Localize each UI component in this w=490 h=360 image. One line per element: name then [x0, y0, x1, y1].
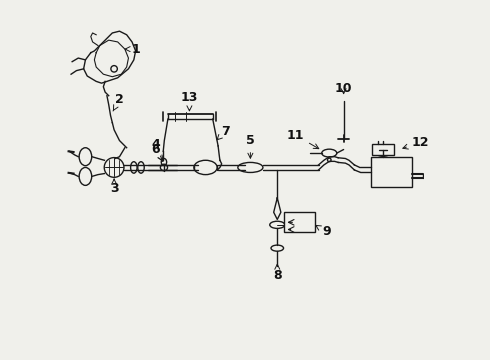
Bar: [285, 212, 315, 232]
Text: 4: 4: [151, 138, 163, 161]
Text: 5: 5: [246, 134, 255, 158]
Text: 3: 3: [110, 179, 119, 195]
Text: 10: 10: [335, 82, 352, 95]
Ellipse shape: [79, 148, 92, 166]
Ellipse shape: [376, 150, 390, 156]
Ellipse shape: [138, 162, 144, 173]
Ellipse shape: [160, 164, 168, 171]
Ellipse shape: [327, 158, 331, 162]
Ellipse shape: [322, 149, 337, 157]
Ellipse shape: [270, 221, 285, 228]
Text: 1: 1: [125, 42, 141, 55]
Text: 6: 6: [151, 143, 163, 161]
Ellipse shape: [271, 245, 284, 251]
Ellipse shape: [104, 158, 124, 177]
Bar: [372, 144, 394, 155]
Ellipse shape: [79, 167, 92, 185]
Text: 11: 11: [287, 129, 319, 149]
Text: 12: 12: [403, 136, 429, 149]
Ellipse shape: [194, 160, 217, 175]
Ellipse shape: [131, 162, 137, 173]
Ellipse shape: [111, 66, 117, 72]
Text: 13: 13: [181, 91, 198, 111]
Text: 9: 9: [316, 225, 331, 238]
Text: 2: 2: [113, 93, 124, 111]
Ellipse shape: [238, 162, 263, 172]
Ellipse shape: [161, 158, 167, 166]
Text: 7: 7: [217, 125, 230, 140]
Bar: [370, 157, 412, 187]
Text: 8: 8: [273, 264, 282, 282]
